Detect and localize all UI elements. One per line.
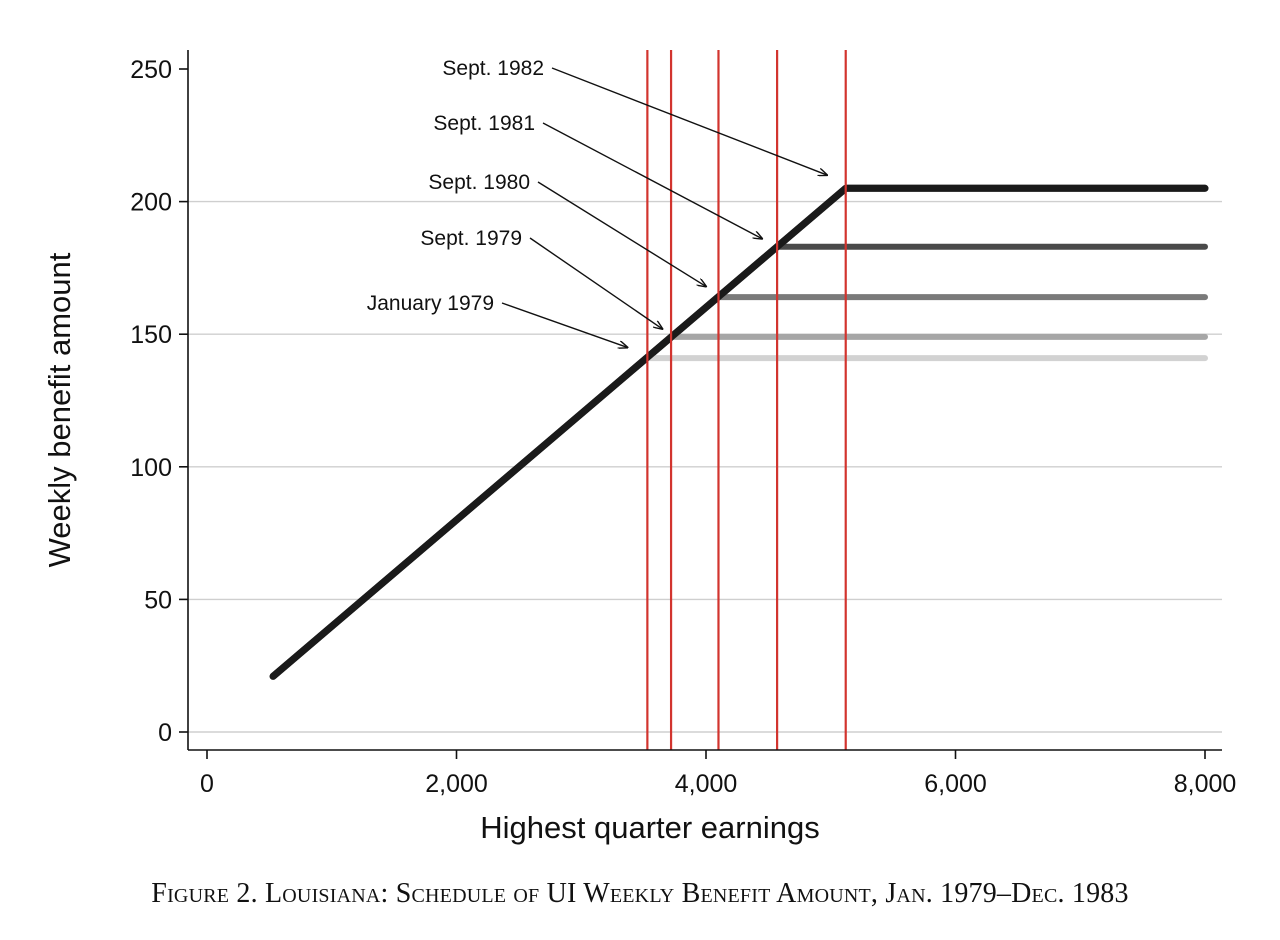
y-tick-label: 100	[130, 454, 172, 482]
annotation-label: January 1979	[367, 292, 494, 315]
annotation-label: Sept. 1979	[420, 227, 522, 250]
series-line	[269, 184, 1209, 680]
axes: 0 50 100 150 200 250 0 2,000 4,000 6,000 8,000	[130, 50, 1236, 798]
x-axis-title: Highest quarter earnings	[480, 810, 819, 845]
y-tick-label: 0	[158, 719, 172, 747]
annotation-label: Sept. 1981	[433, 112, 535, 135]
x-tick-label: 8,000	[1174, 770, 1237, 798]
annotation-label: Sept. 1980	[428, 171, 530, 194]
y-tick-label: 50	[144, 586, 172, 614]
x-tick-label: 0	[200, 770, 214, 798]
y-tick-label: 250	[130, 56, 172, 84]
x-tick-label: 2,000	[425, 770, 488, 798]
annotation-arrow	[537, 181, 706, 286]
y-tick-label: 200	[130, 189, 172, 217]
x-tick-label: 4,000	[675, 770, 738, 798]
annotation-label: Sept. 1982	[442, 57, 544, 80]
annotation-arrow	[542, 122, 762, 239]
series-line-main	[269, 184, 1209, 680]
figure-caption: Figure 2. Louisiana: Schedule of UI Week…	[151, 878, 1129, 909]
annotation-arrow	[501, 302, 627, 347]
y-axis-title: Weekly benefit amount	[42, 252, 77, 567]
reference-lines	[646, 50, 847, 750]
x-tick-label: 6,000	[924, 770, 987, 798]
gridlines	[188, 200, 1222, 733]
annotations: Sept. 1982 Sept. 1981 Sept. 1980 Sept. 1979…	[367, 57, 827, 347]
plot-series	[269, 184, 1209, 680]
y-tick-label: 150	[130, 321, 172, 349]
annotation-arrow	[529, 237, 662, 329]
annotation-arrow	[551, 67, 827, 175]
